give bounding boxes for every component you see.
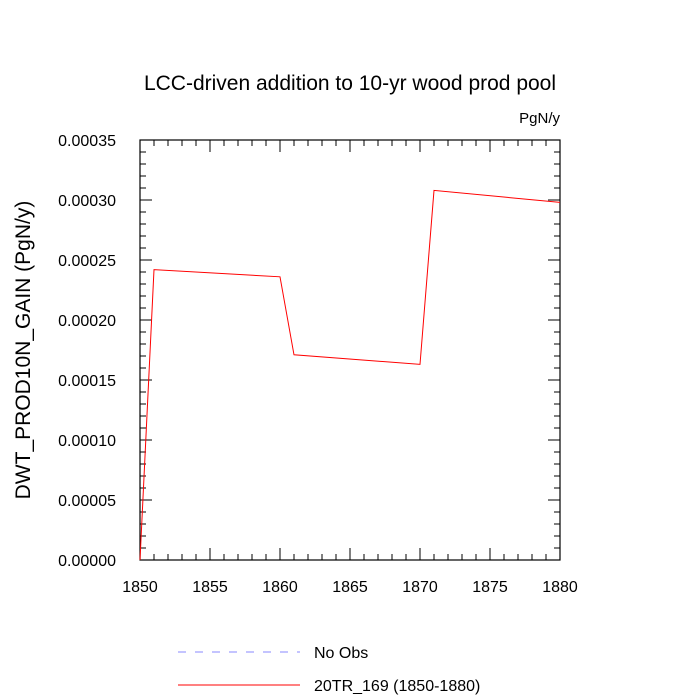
x-tick-label: 1865 (332, 579, 368, 596)
y-tick-label: 0.00030 (58, 193, 116, 210)
x-tick-label: 1860 (262, 579, 298, 596)
x-tick-label: 1875 (472, 579, 508, 596)
legend-label: 20TR_169 (1850-1880) (314, 678, 480, 695)
y-tick-label: 0.00035 (58, 133, 116, 150)
y-tick-label: 0.00020 (58, 313, 116, 330)
plot-frame (139, 139, 561, 561)
x-tick-label: 1850 (122, 579, 158, 596)
x-tick-label: 1855 (192, 579, 228, 596)
series-line (139, 189, 561, 561)
x-tick-label: 1870 (402, 579, 438, 596)
y-tick-label: 0.00000 (58, 553, 116, 570)
y-tick-label: 0.00015 (58, 373, 116, 390)
series-group (139, 189, 561, 561)
y-tick-label: 0.00005 (58, 493, 116, 510)
x-tick-labels: 1850 1855 1860 1865 1870 1875 1880 (122, 579, 578, 596)
y-tick-labels: 0.00000 0.00005 0.00010 0.00015 0.00020 0.000… (58, 133, 116, 570)
axis-ticks (139, 139, 561, 561)
y-tick-label: 0.00010 (58, 433, 116, 450)
y-tick-label: 0.00025 (58, 253, 116, 270)
y-axis-label: DWT_PROD10N_GAIN (PgN/y) (12, 201, 35, 500)
legend: No Obs 20TR_169 (1850-1880) (178, 645, 480, 695)
units-label: PgN/y (519, 110, 560, 127)
legend-label: No Obs (314, 645, 368, 662)
chart-title: LCC-driven addition to 10-yr wood prod p… (144, 72, 556, 95)
x-tick-label: 1880 (542, 579, 578, 596)
